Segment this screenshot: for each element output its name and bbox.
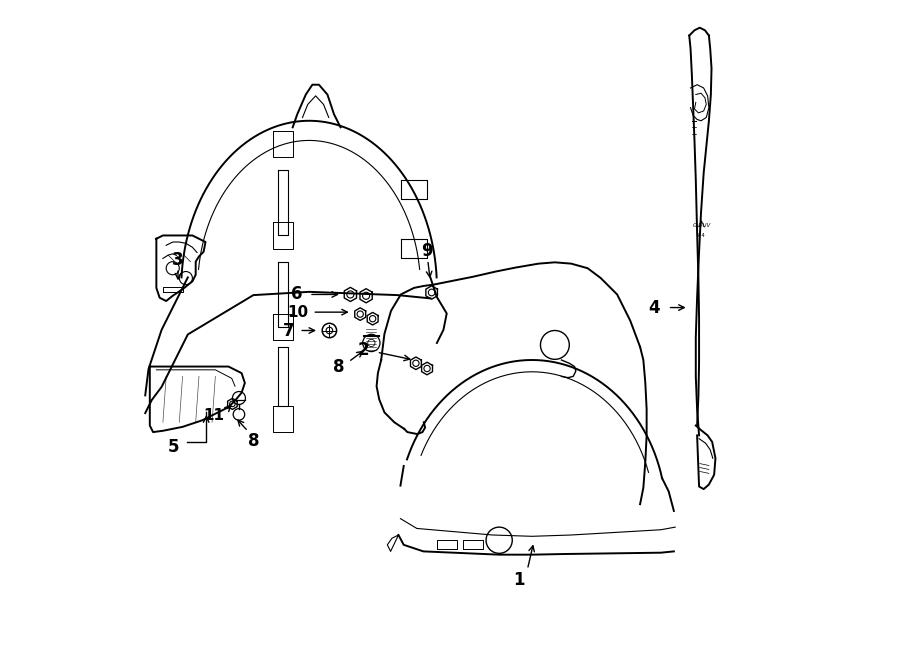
- Text: 1: 1: [513, 570, 525, 588]
- Text: G-DUV: G-DUV: [693, 223, 711, 228]
- Text: 7: 7: [283, 321, 294, 340]
- Text: 9: 9: [421, 241, 433, 260]
- Text: i 4: i 4: [698, 233, 705, 238]
- Text: 2: 2: [357, 341, 369, 359]
- Text: 11: 11: [203, 408, 224, 423]
- Text: 5: 5: [167, 438, 179, 456]
- Text: 10: 10: [287, 305, 309, 320]
- Text: 4: 4: [649, 299, 661, 317]
- Text: 8: 8: [333, 358, 345, 376]
- Text: 8: 8: [248, 432, 259, 449]
- Text: 6: 6: [291, 286, 302, 303]
- Text: 3: 3: [172, 251, 184, 269]
